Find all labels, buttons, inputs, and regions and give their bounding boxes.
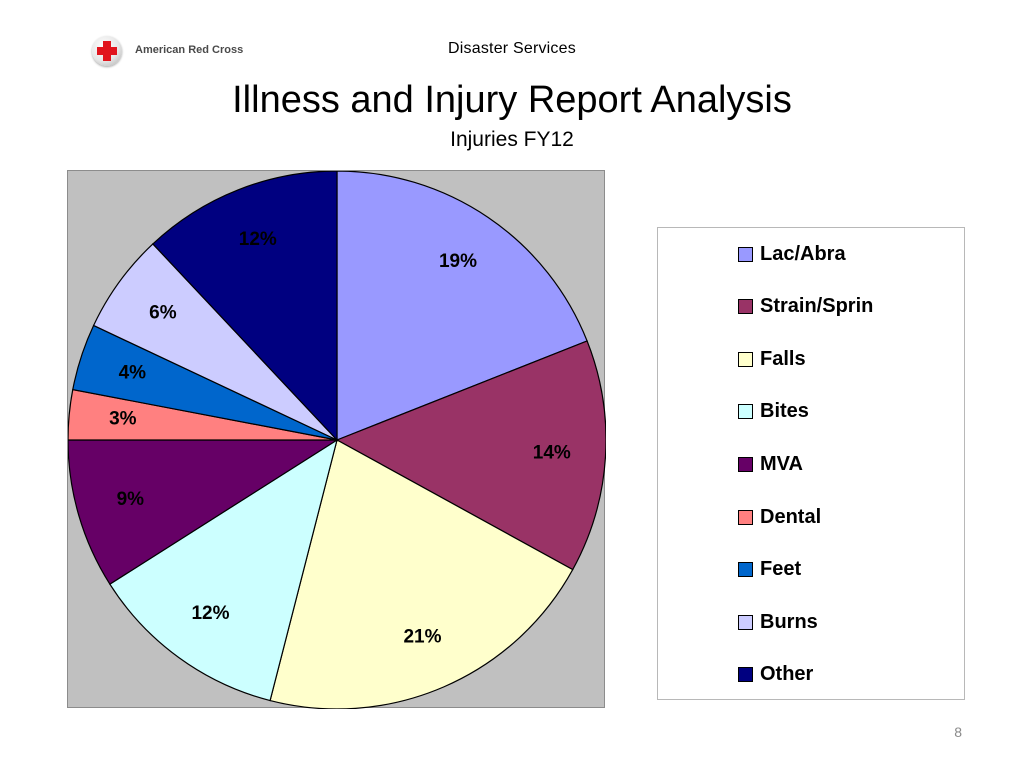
slide-title: Illness and Injury Report Analysis <box>232 79 792 121</box>
slice-label-feet: 4% <box>119 363 147 384</box>
legend-label: Bites <box>760 400 809 423</box>
chart-plot-area: 19% 14% 21% 12% 9% 3% 4% 6% 12% <box>67 170 606 709</box>
legend-item: Falls <box>738 346 806 372</box>
slice-label-bites: 12% <box>191 603 229 624</box>
legend-label: Dental <box>760 505 822 528</box>
legend-item: Burns <box>738 609 818 635</box>
slice-label-dental: 3% <box>109 409 137 430</box>
pie-slice-mva <box>68 439 340 585</box>
legend-label: MVA <box>760 452 803 475</box>
legend-swatch <box>738 456 753 472</box>
legend-swatch <box>738 351 753 367</box>
legend-swatch <box>738 562 753 578</box>
slice-label-strain-sprin: 14% <box>533 443 571 464</box>
legend-swatch <box>738 299 753 315</box>
legend-label: Falls <box>760 347 806 370</box>
legend-swatch <box>738 667 753 683</box>
legend-item: Feet <box>738 557 801 583</box>
legend-swatch <box>738 404 753 420</box>
legend-item: Bites <box>738 399 809 425</box>
legend-item: MVA <box>738 451 803 477</box>
legend-label: Burns <box>760 610 818 633</box>
pie-slice-other <box>152 171 338 442</box>
slice-label-other: 12% <box>239 229 277 250</box>
legend-label: Feet <box>760 558 802 581</box>
slice-label-burns: 6% <box>149 303 177 324</box>
slice-label-lac-abra: 19% <box>439 251 477 272</box>
pie-chart: 19% 14% 21% 12% 9% 3% 4% 6% 12% <box>68 171 606 709</box>
pie-slice-falls <box>269 439 574 709</box>
legend-swatch <box>738 614 753 630</box>
header-label: Disaster Services <box>448 40 576 57</box>
slide-subtitle: Injuries FY12 <box>450 128 574 151</box>
slice-label-falls: 21% <box>403 627 441 648</box>
legend-label: Other <box>760 663 814 686</box>
pie-slice-lac-abra <box>336 171 588 441</box>
legend-swatch <box>738 246 753 262</box>
legend-label: Lac/Abra <box>760 242 846 265</box>
legend-label: Strain/Sprin <box>760 295 874 318</box>
chart-legend: Lac/Abra Strain/Sprin Falls Bites MVA Dental F… <box>657 227 965 700</box>
pie-slice-bites <box>109 438 338 702</box>
slice-label-mva: 9% <box>117 489 145 510</box>
legend-item: Dental <box>738 504 821 530</box>
american-red-cross-logo: American Red Cross <box>88 34 268 68</box>
legend-swatch <box>738 509 753 525</box>
red-cross-icon <box>96 40 118 62</box>
logo-text: American Red Cross <box>135 44 244 56</box>
pie-slice-strain-sprin <box>335 340 606 571</box>
page-number: 8 <box>954 724 962 740</box>
legend-item: Strain/Sprin <box>738 294 873 320</box>
legend-item: Lac/Abra <box>738 241 846 267</box>
legend-item: Other <box>738 662 813 688</box>
